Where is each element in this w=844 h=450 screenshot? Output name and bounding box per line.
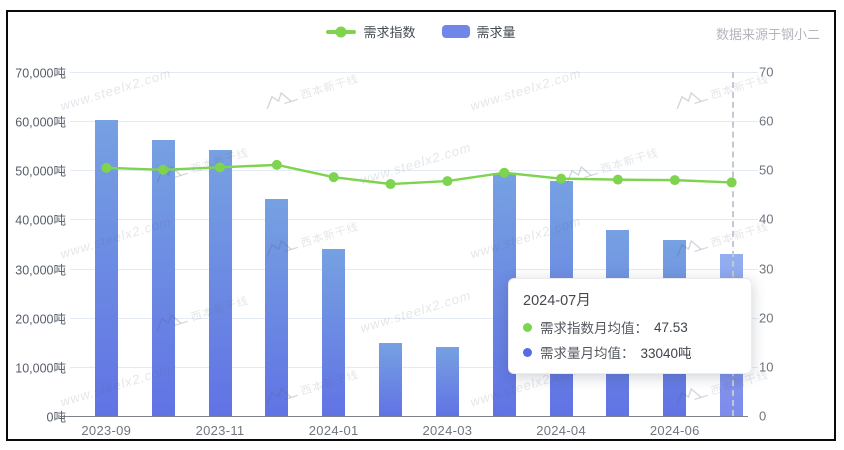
data-source-note: 数据来源于钢小二 <box>715 27 820 42</box>
tooltip-label: 需求指数月均值： <box>540 321 648 336</box>
y-gridline <box>70 366 758 368</box>
x-axis-label: 2024-04 <box>536 423 586 438</box>
demand-index-point[interactable] <box>158 164 169 175</box>
tooltip-label: 需求量月均值： <box>540 346 635 361</box>
y-axis-label-left: 20,000吨 <box>15 312 66 327</box>
y-axis-label-right: 70 <box>759 64 774 80</box>
demand-volume-bar[interactable] <box>265 198 289 416</box>
demand-index-point[interactable] <box>442 176 453 187</box>
demand-volume-bar[interactable] <box>151 139 175 416</box>
x-axis-label: 2024-06 <box>649 423 700 438</box>
demand-index-point[interactable] <box>215 162 225 173</box>
demand-volume-bar[interactable] <box>322 248 346 416</box>
y-axis-label-left: 50,000吨 <box>15 164 66 179</box>
tooltip-value: 47.53 <box>654 319 688 335</box>
chart-card: 需求指数 需求量 数据来源于钢小二 0吨 0 10,000吨 10 20,000吨 20 3… <box>6 10 836 441</box>
hover-guide-dashed-line <box>731 72 734 416</box>
demand-volume-bar[interactable] <box>379 342 403 416</box>
demand-volume-bar[interactable] <box>435 347 459 416</box>
tooltip-title: 2024-07月 <box>523 293 591 309</box>
line-legend-icon <box>326 26 357 37</box>
tooltip: 2024-07月 需求指数月均值： 47.53 需求量月均值： 33040吨 <box>508 278 752 374</box>
demand-index-point[interactable] <box>499 167 510 178</box>
x-axis-label: 2024-03 <box>422 423 473 438</box>
tooltip-blue-dot-icon <box>523 347 532 357</box>
x-axis-label: 2023-09 <box>81 423 132 438</box>
x-axis-label: 2023-11 <box>195 423 245 438</box>
legend: 需求指数 需求量 <box>8 22 834 41</box>
legend-item-demand-volume[interactable]: 需求量 <box>441 22 516 41</box>
demand-index-line <box>101 159 737 190</box>
demand-index-point[interactable] <box>328 172 339 183</box>
demand-volume-bar[interactable] <box>208 150 232 416</box>
x-axis-label: 2024-01 <box>308 423 359 438</box>
y-axis-label-right: 50 <box>759 162 774 178</box>
demand-index-point[interactable] <box>101 162 112 173</box>
y-axis-label-left: 40,000吨 <box>15 213 66 228</box>
x-axis-line <box>60 416 748 417</box>
demand-index-point[interactable] <box>385 179 396 190</box>
legend-label-demand-index: 需求指数 <box>363 25 416 40</box>
plot-area: 0吨 0 10,000吨 10 20,000吨 20 30,000吨 30 40,000吨 40 5… <box>8 12 834 439</box>
y-gridline <box>70 268 758 270</box>
tooltip-row-demand-index: 需求指数月均值： 47.53 <box>523 317 737 337</box>
y-axis-label-left: 70,000吨 <box>15 66 66 81</box>
demand-index-point[interactable] <box>271 159 282 170</box>
y-axis-label-left: 60,000吨 <box>15 115 66 130</box>
demand-index-point[interactable] <box>669 175 680 186</box>
legend-label-demand-volume: 需求量 <box>476 25 516 40</box>
y-gridline <box>70 219 758 221</box>
bar-legend-icon <box>441 25 470 38</box>
y-axis-label-right: 40 <box>759 211 774 227</box>
y-axis-label-left: 30,000吨 <box>15 263 66 278</box>
y-gridline <box>70 170 758 172</box>
demand-volume-bar[interactable] <box>94 120 118 416</box>
y-gridline <box>70 72 758 73</box>
demand-index-point[interactable] <box>556 173 567 184</box>
line-path <box>106 163 732 186</box>
tooltip-value: 33040吨 <box>640 346 692 361</box>
legend-item-demand-index[interactable]: 需求指数 <box>326 22 416 41</box>
y-gridline <box>70 317 758 319</box>
demand-index-point[interactable] <box>726 177 737 188</box>
y-axis-label-right: 10 <box>759 359 774 375</box>
y-axis-label-right: 20 <box>759 310 774 326</box>
y-axis-label-left: 10,000吨 <box>15 361 66 376</box>
tooltip-row-demand-volume: 需求量月均值： 33040吨 <box>523 342 737 362</box>
y-axis-label-left: 0吨 <box>46 410 66 425</box>
y-gridline <box>70 121 758 123</box>
demand-index-point[interactable] <box>612 174 623 185</box>
y-axis-label-right: 30 <box>759 261 774 277</box>
tooltip-green-dot-icon <box>523 322 532 332</box>
y-axis-label-right: 0 <box>759 408 767 424</box>
y-axis-label-right: 60 <box>759 113 774 129</box>
